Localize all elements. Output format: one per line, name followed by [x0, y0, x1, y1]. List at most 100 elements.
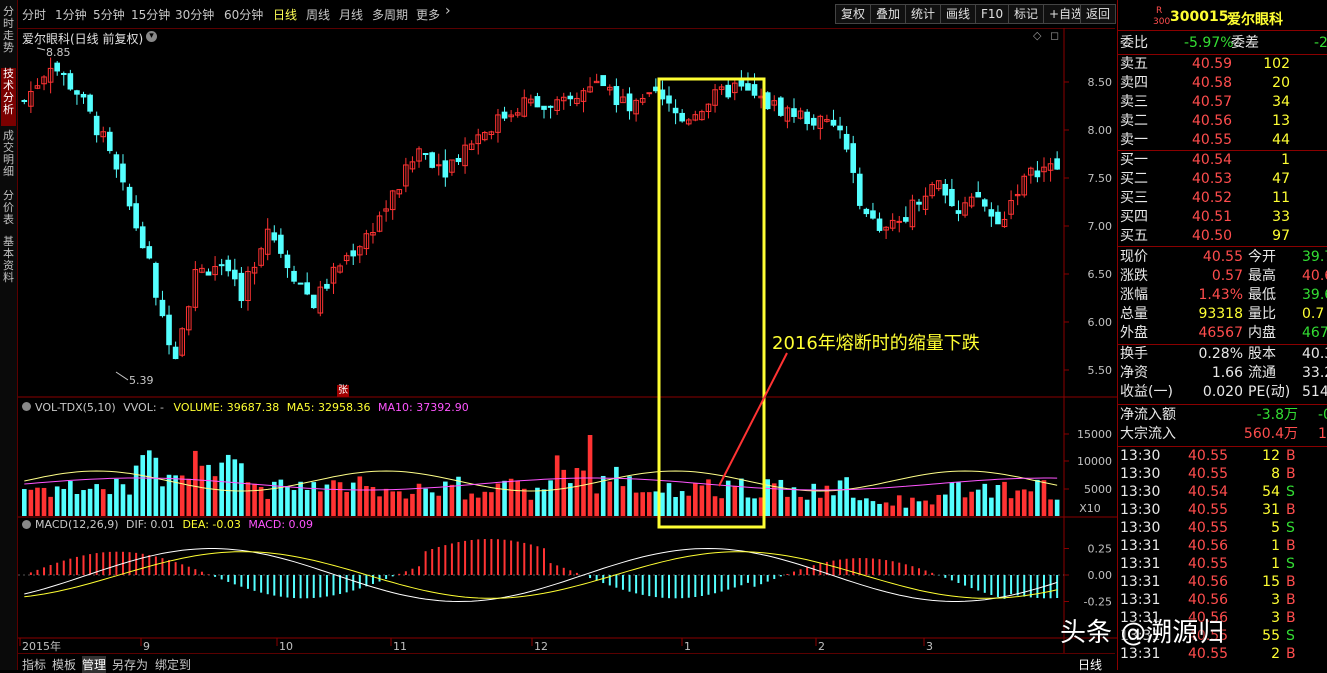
volume-bar [199, 465, 205, 516]
bottom-tab-0[interactable]: 指标 [22, 658, 47, 672]
volume-bar [627, 476, 632, 516]
candle-body [442, 160, 449, 178]
stock-name: 爱尔眼科 [1227, 12, 1283, 28]
left-tab-0[interactable]: 分时走势 [3, 5, 14, 54]
candle-body [185, 306, 192, 331]
candle-body [843, 133, 850, 150]
macd-indicator-name[interactable]: MACD(12,26,9) [35, 518, 119, 531]
period-tab-6[interactable]: 日线 [273, 8, 298, 22]
tick-time: 13:30 [1120, 466, 1161, 482]
volume-bar [114, 478, 119, 516]
bottom-tab-2[interactable]: 管理 [82, 656, 107, 673]
volume-bar [1054, 499, 1060, 516]
bottom-tab-3[interactable]: 另存为 [112, 658, 149, 672]
quote-header: R 300 300015 爱尔眼科 [1118, 0, 1327, 31]
period-tab-4[interactable]: 30分钟 [175, 8, 215, 22]
volume-bar [521, 488, 527, 516]
sells-row-3[interactable]: 卖二 40.56 13 [1118, 112, 1327, 131]
candle-body [883, 226, 889, 231]
period-tab-9[interactable]: 多周期 [372, 8, 409, 22]
book-label: 卖二 [1120, 113, 1148, 129]
candle-body [212, 266, 218, 276]
period-tab-7[interactable]: 周线 [306, 8, 331, 22]
flow-value: -3.8万 [1256, 407, 1298, 423]
candle-body [804, 111, 810, 125]
diamond-icon[interactable]: ◇ [1033, 29, 1042, 42]
weicha-label: 委差 [1231, 35, 1259, 51]
candle-body [949, 188, 955, 207]
tick-price: 40.56 [1188, 592, 1229, 608]
date-axis-label-5: 1 [684, 640, 691, 653]
period-tab-2[interactable]: 5分钟 [93, 8, 125, 22]
toolbar-button-5[interactable]: 标记 [1008, 4, 1045, 24]
period-tab-5[interactable]: 60分钟 [224, 8, 264, 22]
volume-bar [811, 483, 817, 516]
book-volume: 1 [1281, 152, 1290, 168]
candle-body [692, 114, 699, 121]
buys-row-0[interactable]: 买一 40.54 1 [1118, 151, 1327, 170]
tick-volume: 3 [1271, 592, 1280, 608]
buys-row-3[interactable]: 买四 40.51 33 [1118, 208, 1327, 227]
toolbar-button-6[interactable]: +自选 [1043, 4, 1090, 24]
period-tab-3[interactable]: 15分钟 [131, 8, 171, 22]
toolbar-button-1[interactable]: 叠加 [870, 4, 907, 24]
candle-body [271, 232, 278, 241]
volume-bar [528, 499, 534, 516]
book-label: 买一 [1120, 152, 1148, 168]
bottom-tab-1[interactable]: 模板 [52, 658, 77, 672]
divider [1118, 344, 1327, 345]
volume-bar [456, 476, 461, 516]
date-axis-label-3: 11 [393, 640, 407, 653]
zhang-marker[interactable]: 张 [337, 385, 349, 397]
period-tab-10[interactable]: 更多 [416, 8, 441, 22]
bottom-tab-4[interactable]: 绑定到 [155, 658, 192, 672]
vol-indicator-name[interactable]: VOL-TDX(5,10) [35, 401, 116, 414]
kline-chart[interactable]: 8.50 8.00 7.50 7.00 6.50 6.00 5.50 15000 10000 50… [18, 28, 1117, 653]
chevron-down-icon[interactable]: ▾ [146, 31, 157, 42]
candle-body [962, 202, 968, 216]
sells-row-2[interactable]: 卖三 40.57 34 [1118, 93, 1327, 112]
toolbar-button-0[interactable]: 复权 [835, 4, 872, 24]
volume-bar [298, 481, 303, 516]
divider [1118, 246, 1327, 247]
candle-body [554, 99, 560, 111]
candle-body [1014, 193, 1021, 197]
toolbar-button-4[interactable]: F10 [975, 4, 1010, 24]
candle-body [205, 271, 212, 276]
volume-bar [469, 493, 474, 516]
vol-settings-icon[interactable] [22, 402, 34, 412]
toolbar-button-2[interactable]: 统计 [905, 4, 942, 24]
volume-bar [646, 492, 652, 516]
volume-bar [364, 486, 369, 516]
left-tab-3[interactable]: 分价表 [3, 189, 14, 226]
period-tab-8[interactable]: 月线 [339, 8, 364, 22]
tick-row-5: 13:31 40.56 1 B [1118, 537, 1327, 555]
buys-row-1[interactable]: 买二 40.53 47 [1118, 170, 1327, 189]
candle-body [521, 97, 528, 117]
buys-row-4[interactable]: 买五 40.50 97 [1118, 227, 1327, 246]
macd-settings-icon[interactable] [22, 520, 34, 530]
candle-body [705, 103, 712, 112]
stats-row-2: 涨幅 1.43% 最低 39.6 [1118, 286, 1327, 305]
sells-row-1[interactable]: 卖四 40.58 20 [1118, 74, 1327, 93]
left-tab-2[interactable]: 成交明细 [3, 129, 14, 178]
volume-bar [890, 505, 895, 516]
candle-body [666, 95, 672, 104]
left-tab-4[interactable]: 基本资料 [3, 235, 14, 284]
buys-row-2[interactable]: 买三 40.52 11 [1118, 189, 1327, 208]
candle-body [74, 90, 80, 95]
stat-label: 内盘 [1248, 325, 1276, 341]
window-restore-icon[interactable]: ◻ [1050, 29, 1060, 42]
toolbar-button-7[interactable]: 返回 [1080, 4, 1117, 24]
period-tab-1[interactable]: 1分钟 [55, 8, 87, 22]
toolbar-button-3[interactable]: 画线 [940, 4, 977, 24]
more-arrow-icon[interactable]: › [445, 3, 451, 19]
volume-bar [850, 497, 856, 516]
period-tab-0[interactable]: 分时 [22, 8, 47, 22]
candle-body [139, 226, 146, 249]
left-tab-1[interactable]: 技术分析 [1, 68, 16, 126]
sells-row-4[interactable]: 卖一 40.55 44 [1118, 131, 1327, 150]
stat-value: 93318 [1198, 306, 1243, 322]
sells-row-0[interactable]: 卖五 40.59 102 [1118, 55, 1327, 74]
tick-time: 13:31 [1120, 628, 1161, 644]
